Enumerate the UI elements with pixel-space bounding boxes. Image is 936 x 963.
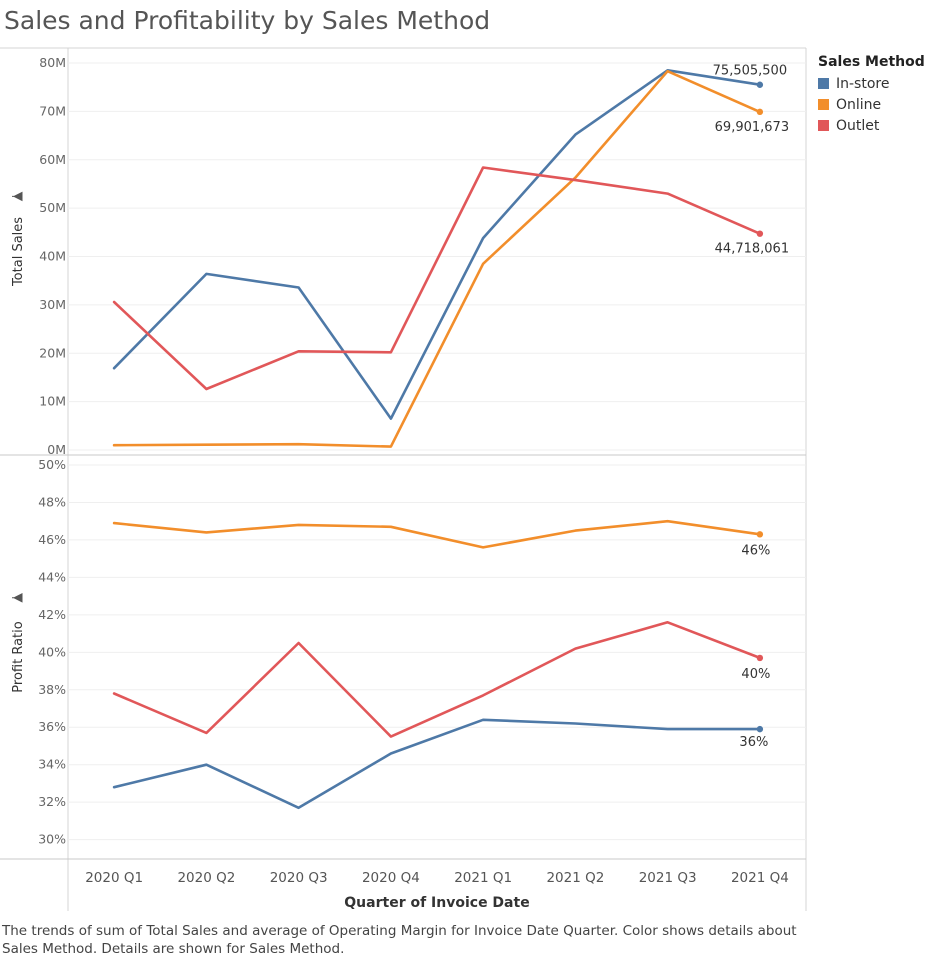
y-tick-label-10m: 10M [39, 394, 66, 409]
series-line-online [112, 69, 762, 448]
data-point-in-store-2021-q4 [756, 725, 764, 733]
legend-label-online: Online [836, 96, 882, 113]
y-tick-label-40: 40% [38, 644, 66, 659]
chart-frame [0, 47, 807, 911]
y-tick-label-38: 38% [38, 682, 66, 697]
x-axis-title: Quarter of Invoice Date [344, 895, 529, 911]
y-tick-label-30m: 30M [39, 297, 66, 312]
legend-swatch-in-store [818, 78, 829, 89]
pin-icon [12, 592, 23, 603]
legend-title: Sales Method [818, 54, 925, 70]
legend-swatch-online [818, 99, 829, 110]
y-tick-label-32: 32% [38, 794, 66, 809]
data-label-online: 46% [741, 543, 770, 558]
data-label-in-store: 75,505,500 [713, 64, 787, 79]
y-tick-label-50m: 50M [39, 200, 66, 215]
legend-item-in-store[interactable]: In-store [818, 73, 925, 94]
series-line-outlet [112, 166, 762, 391]
series-line-in-store [112, 69, 762, 420]
x-tick-label-2021-q2: 2021 Q2 [546, 870, 604, 886]
y-tick-label-60m: 60M [39, 152, 66, 167]
x-tick-label-2020-q2: 2020 Q2 [177, 870, 235, 886]
y-tick-label-40m: 40M [39, 249, 66, 264]
data-point-in-store-2021-q4 [756, 81, 764, 88]
chart-title: Sales and Profitability by Sales Method [4, 6, 491, 35]
data-point-online-2021-q4 [756, 531, 764, 538]
y-tick-label-80m: 80M [39, 55, 66, 70]
caption: The trends of sum of Total Sales and ave… [2, 923, 797, 957]
data-point-online-2021-q4 [756, 108, 764, 116]
series-line-online [112, 519, 762, 549]
legend-item-outlet[interactable]: Outlet [818, 115, 925, 136]
y-tick-label-46: 46% [38, 532, 66, 547]
profit-ratio-panel: 30% 32% 34% 36% 38% 40% 42% 44% 46% 48% 50% Profit … [11, 457, 806, 847]
x-tick-label-2020-q1: 2020 Q1 [85, 870, 143, 886]
y-tick-label-36: 36% [38, 719, 66, 734]
y-tick-label-30: 30% [38, 832, 66, 847]
y-axis-title-profit-ratio: Profit Ratio [11, 621, 26, 692]
legend-label-outlet: Outlet [836, 117, 880, 134]
data-point-outlet-2021-q4 [756, 654, 764, 662]
data-label-online: 69,901,673 [715, 120, 789, 135]
series-line-outlet [112, 620, 762, 738]
y-tick-label-44: 44% [38, 569, 66, 584]
data-label-outlet: 40% [741, 667, 770, 682]
y-tick-label-70m: 70M [39, 103, 66, 118]
y-tick-label-42: 42% [38, 607, 66, 622]
y-tick-label-34: 34% [38, 757, 66, 772]
legend-label-in-store: In-store [836, 75, 890, 92]
series-line-in-store [112, 718, 762, 810]
y-tick-label-48: 48% [38, 494, 66, 509]
x-tick-label-2021-q4: 2021 Q4 [731, 870, 789, 886]
x-axis: 2020 Q1 2020 Q2 2020 Q3 2020 Q4 2021 Q1 2021 … [85, 870, 789, 911]
legend-item-online[interactable]: Online [818, 94, 925, 115]
y-axis-title-total-sales: Total Sales [11, 217, 26, 287]
data-point-outlet-2021-q4 [756, 230, 764, 237]
x-tick-label-2021-q3: 2021 Q3 [639, 870, 697, 886]
x-tick-label-2020-q4: 2020 Q4 [362, 870, 420, 886]
x-tick-label-2020-q3: 2020 Q3 [270, 870, 328, 886]
y-tick-label-0m: 0M [47, 442, 66, 457]
y-tick-label-50: 50% [38, 457, 66, 472]
data-label-outlet: 44,718,061 [715, 242, 789, 257]
legend-swatch-outlet [818, 120, 829, 131]
x-tick-label-2021-q1: 2021 Q1 [454, 870, 512, 886]
sales-panel: 0M 10M 20M 30M 40M 50M 60M 70M 80M Total Sales 75,… [11, 55, 806, 457]
y-tick-label-20m: 20M [39, 345, 66, 360]
data-label-in-store: 36% [739, 735, 768, 750]
legend: Sales Method In-store Online Outlet [818, 54, 925, 136]
pin-icon [12, 191, 23, 202]
